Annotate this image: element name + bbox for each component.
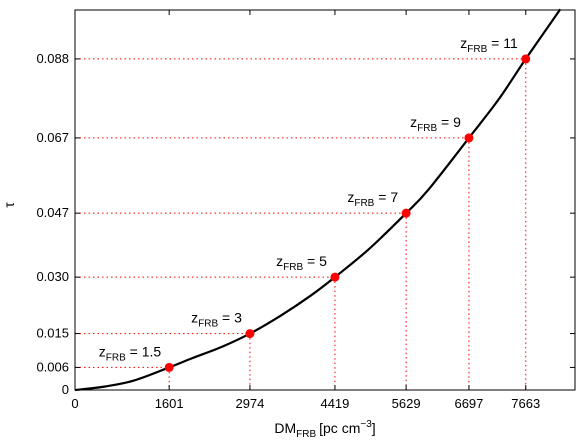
point-annotation: zFRB = 9	[410, 114, 461, 134]
y-tick-label: 0.047	[36, 205, 69, 220]
y-tick-label: 0	[62, 382, 69, 397]
x-tick-label: 5629	[392, 396, 421, 411]
data-point	[330, 272, 340, 282]
point-annotation: zFRB = 5	[276, 253, 327, 273]
x-tick-label: 0	[71, 396, 78, 411]
annotation-value: 7	[390, 189, 398, 205]
y-tick-label: 0.067	[36, 130, 69, 145]
annotation-eq: =	[487, 35, 503, 51]
annotation-value: 5	[319, 253, 327, 269]
x-tick-label: 6697	[454, 396, 483, 411]
annotation-z: z	[347, 189, 354, 205]
x-axis-label-exp: −3	[360, 419, 372, 430]
annotation-eq: =	[437, 114, 453, 130]
annotation-eq: =	[126, 343, 142, 359]
point-annotation: zFRB = 1.5	[99, 343, 162, 363]
annotation-eq: =	[303, 253, 319, 269]
guide-lines	[75, 58, 527, 390]
x-axis-label-close: ]	[372, 420, 376, 436]
x-axis-label-main: DM	[274, 420, 296, 436]
annotation-z: z	[410, 114, 417, 130]
annotation-sub: FRB	[417, 123, 437, 134]
y-tick-label: 0.030	[36, 269, 69, 284]
x-tick-label: 7663	[511, 396, 540, 411]
y-axis-ticks: 0 0.006 0.015 0.030 0.047 0.067 0.088	[36, 51, 575, 397]
annotation-value: 11	[503, 35, 518, 51]
x-tick-label: 2974	[235, 396, 264, 411]
annotation-value: 1.5	[142, 343, 162, 359]
annotation-eq: =	[374, 189, 390, 205]
plot-area	[74, 9, 576, 391]
y-tick-label: 0.006	[36, 359, 69, 374]
y-tick-label: 0.015	[36, 326, 69, 341]
x-axis-label: DMFRB [pc cm−3]	[274, 419, 375, 440]
annotation-value: 9	[453, 114, 461, 130]
data-point	[164, 362, 174, 372]
annotation-z: z	[191, 310, 198, 326]
y-axis-label: τ	[1, 202, 17, 208]
data-point	[521, 54, 531, 64]
x-tick-label: 1601	[155, 396, 184, 411]
x-tick-label: 4419	[320, 396, 349, 411]
annotation-sub: FRB	[198, 319, 218, 330]
point-annotation: zFRB = 7	[347, 189, 398, 209]
data-points	[164, 54, 531, 372]
series-line	[74, 8, 562, 392]
x-axis-label-sub: FRB	[296, 429, 316, 440]
x-axis-label-unit: [pc cm	[319, 420, 360, 436]
data-point	[245, 329, 255, 339]
x-axis-ticks: 0 1601 2974 4419 5629 6697 7663	[71, 10, 540, 411]
y-tick-label: 0.088	[36, 51, 69, 66]
data-point	[401, 208, 411, 218]
annotation-z: z	[99, 343, 106, 359]
annotation-sub: FRB	[467, 44, 487, 55]
annotation-sub: FRB	[283, 262, 303, 273]
annotation-sub: FRB	[354, 198, 374, 209]
data-point	[464, 133, 474, 143]
annotation-z: z	[276, 253, 283, 269]
point-annotation: zFRB = 3	[191, 310, 242, 330]
annotation-eq: =	[218, 310, 234, 326]
annotation-value: 3	[234, 310, 242, 326]
annotation-z: z	[460, 35, 467, 51]
point-annotation: zFRB = 11	[460, 35, 518, 55]
annotation-sub: FRB	[106, 352, 126, 363]
